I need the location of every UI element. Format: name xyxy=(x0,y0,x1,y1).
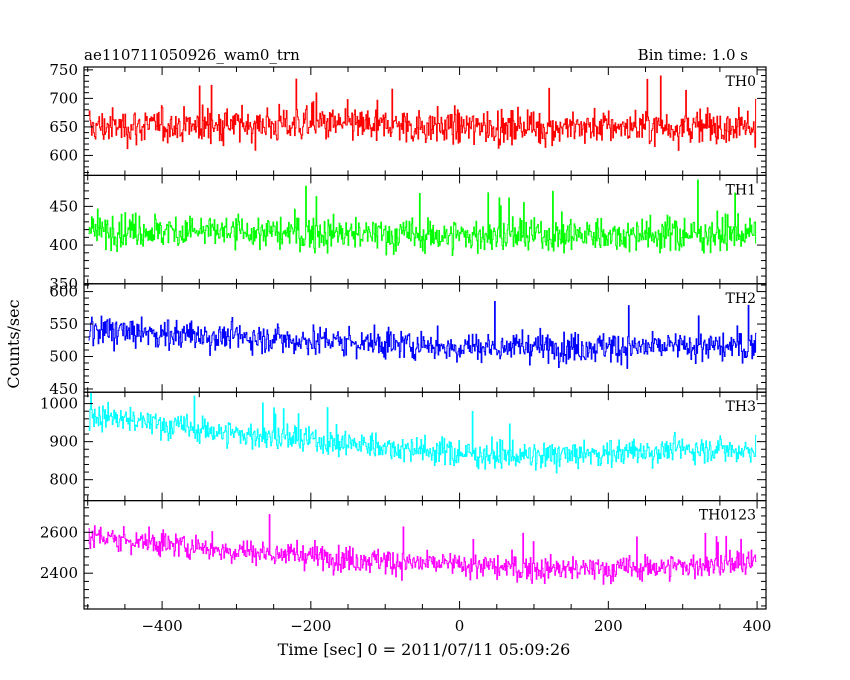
y-tick-label: 2400 xyxy=(40,564,78,582)
y-axis-label: Counts/sec xyxy=(4,299,23,388)
y-tick-label: 800 xyxy=(49,471,78,489)
panel-th0123: 2400 2600 TH0123 xyxy=(40,500,767,610)
bin-time-label: Bin time: 1.0 s xyxy=(638,46,748,64)
series-line-th3 xyxy=(88,392,757,474)
x-tick-label: 200 xyxy=(594,617,623,635)
panel-th2: 450 500 550 600 TH2 xyxy=(49,283,767,398)
y-tick-label: 2600 xyxy=(40,523,78,541)
panel-th0: 600 650 700 750 TH0 xyxy=(49,61,767,177)
panel-frame xyxy=(83,500,767,610)
panel-th1: 350 400 450 TH1 xyxy=(49,174,767,293)
x-axis: −400 −200 0 200 400 xyxy=(141,617,771,635)
panel-label: TH3 xyxy=(726,399,756,415)
y-tick-label: 1000 xyxy=(40,395,78,413)
series-line-th2 xyxy=(88,301,757,369)
y-tick-label: 700 xyxy=(49,89,78,107)
chart-title: ae110711050926_wam0_trn xyxy=(84,46,300,64)
y-tick-label: 500 xyxy=(49,347,78,365)
panels-group: 600 650 700 750 TH0 350 400 450 TH1 450 500 550 600 T… xyxy=(40,61,767,610)
panel-label: TH0 xyxy=(726,74,756,90)
panel-label: TH0123 xyxy=(699,508,756,524)
x-tick-label: 400 xyxy=(743,617,772,635)
series-line-th0 xyxy=(88,75,757,151)
y-tick-label: 450 xyxy=(49,197,78,215)
series-line-th1 xyxy=(88,179,757,256)
y-tick-label: 400 xyxy=(49,236,78,254)
y-tick-label: 600 xyxy=(49,146,78,164)
y-tick-label: 450 xyxy=(49,380,78,398)
series-line-th0123 xyxy=(88,514,757,585)
panel-label: TH2 xyxy=(726,291,756,307)
x-tick-label: −200 xyxy=(290,617,331,635)
x-axis-label: Time [sec] 0 = 2011/07/11 05:09:26 xyxy=(278,640,571,659)
panel-th3: 800 900 1000 TH3 xyxy=(40,391,767,502)
panel-label: TH1 xyxy=(726,182,756,198)
y-tick-label: 750 xyxy=(49,61,78,79)
x-tick-label: 0 xyxy=(455,617,465,635)
y-tick-label: 900 xyxy=(49,433,78,451)
x-tick-label: −400 xyxy=(141,617,182,635)
y-tick-label: 600 xyxy=(49,283,78,301)
y-tick-label: 550 xyxy=(49,315,78,333)
y-tick-label: 650 xyxy=(49,118,78,136)
y-tick-label: 350 xyxy=(49,275,78,293)
